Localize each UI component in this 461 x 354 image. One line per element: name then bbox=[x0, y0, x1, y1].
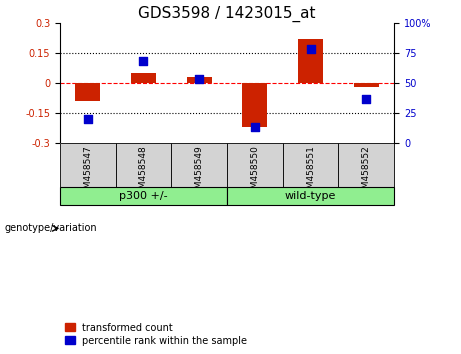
Bar bbox=[227, 143, 283, 187]
Text: GSM458550: GSM458550 bbox=[250, 145, 260, 200]
Bar bbox=[187, 77, 212, 83]
Bar bbox=[116, 143, 171, 187]
Text: genotype/variation: genotype/variation bbox=[5, 223, 97, 233]
Bar bbox=[60, 143, 116, 187]
Bar bbox=[171, 143, 227, 187]
Text: wild-type: wild-type bbox=[285, 191, 336, 201]
Point bbox=[307, 47, 314, 52]
Point bbox=[363, 96, 370, 102]
Bar bbox=[75, 83, 100, 101]
Bar bbox=[60, 187, 227, 205]
Title: GDS3598 / 1423015_at: GDS3598 / 1423015_at bbox=[138, 5, 316, 22]
Bar bbox=[227, 187, 394, 205]
Text: GSM458552: GSM458552 bbox=[362, 145, 371, 200]
Text: GSM458549: GSM458549 bbox=[195, 145, 204, 200]
Text: GSM458547: GSM458547 bbox=[83, 145, 92, 200]
Text: GSM458548: GSM458548 bbox=[139, 145, 148, 200]
Text: p300 +/-: p300 +/- bbox=[119, 191, 168, 201]
Bar bbox=[298, 39, 323, 83]
Point bbox=[84, 116, 91, 122]
Legend: transformed count, percentile rank within the sample: transformed count, percentile rank withi… bbox=[65, 323, 247, 346]
Bar bbox=[131, 73, 156, 83]
Bar bbox=[242, 83, 267, 127]
Point bbox=[195, 76, 203, 82]
Bar bbox=[354, 83, 379, 87]
Bar bbox=[338, 143, 394, 187]
Point bbox=[140, 59, 147, 64]
Bar bbox=[283, 143, 338, 187]
Point bbox=[251, 125, 259, 130]
Text: GSM458551: GSM458551 bbox=[306, 145, 315, 200]
